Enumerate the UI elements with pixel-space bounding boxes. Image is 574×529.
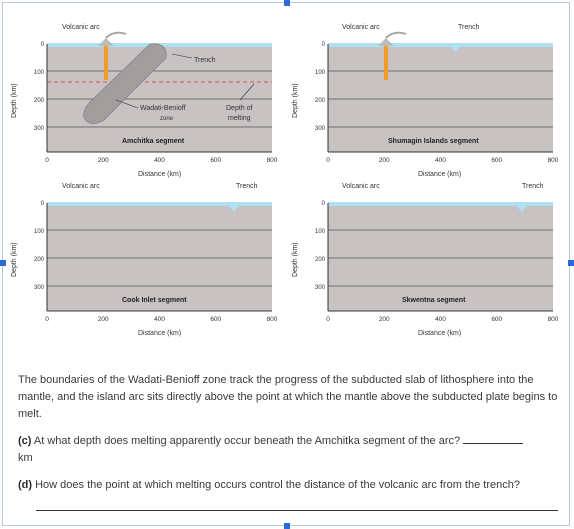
x-tick-label: 0 xyxy=(326,316,330,323)
y-tick-label: 200 xyxy=(34,98,45,104)
x-tick-label: 400 xyxy=(435,157,446,164)
volcanic-arc-label: Volcanic arc xyxy=(62,24,100,31)
x-axis-label: Distance (km) xyxy=(418,330,461,337)
y-tick-label: 300 xyxy=(315,285,326,291)
trench-label: Trench xyxy=(194,57,216,64)
wadati-benioff-label: Wadati-Benioff xyxy=(140,105,186,112)
x-tick-label: 400 xyxy=(435,316,446,323)
segment-title: Shumagin Islands segment xyxy=(388,138,479,145)
resize-handle-right[interactable] xyxy=(568,260,574,266)
y-axis-label: Depth (km) xyxy=(292,242,299,277)
x-tick-label: 600 xyxy=(491,316,502,323)
y-tick-label: 0 xyxy=(41,42,45,48)
x-axis-label: Distance (km) xyxy=(138,330,181,337)
question-c: (c) At what depth does melting apparentl… xyxy=(18,432,563,467)
trench-label: Trench xyxy=(522,183,544,190)
y-tick-label: 100 xyxy=(315,229,326,235)
depth-of-melting-label: Depth of xyxy=(226,105,253,112)
y-axis-label: Depth (km) xyxy=(292,83,299,118)
x-axis-label: Distance (km) xyxy=(138,171,181,178)
segment-title: Skwentna segment xyxy=(402,297,466,304)
question-d-text: How does the point at which melting occu… xyxy=(35,479,520,491)
x-tick-label: 800 xyxy=(548,157,559,164)
x-tick-label: 800 xyxy=(548,316,559,323)
answer-d-line[interactable] xyxy=(36,510,558,511)
x-tick-label: 800 xyxy=(267,316,278,323)
y-tick-label: 300 xyxy=(34,126,45,132)
y-tick-label: 200 xyxy=(315,257,326,263)
x-tick-label: 0 xyxy=(326,157,330,164)
trench-label: Trench xyxy=(236,183,258,190)
question-c-label: (c) xyxy=(18,435,32,447)
y-axis-label: Depth (km) xyxy=(11,83,18,118)
volcanic-arc-label: Volcanic arc xyxy=(342,24,380,31)
y-tick-label: 300 xyxy=(34,285,45,291)
segment-title: Cook Inlet segment xyxy=(122,297,187,304)
tick-labels: 0 100 200 300 0 200 400 600 800 0 100 200 300 0 200 400… xyxy=(34,42,559,323)
depth-of-melting-label-2: melting xyxy=(228,115,251,122)
x-tick-label: 600 xyxy=(491,157,502,164)
x-tick-label: 0 xyxy=(45,157,49,164)
y-tick-label: 100 xyxy=(34,70,45,76)
y-tick-label: 0 xyxy=(322,201,326,207)
x-tick-label: 0 xyxy=(45,316,49,323)
trench-label: Trench xyxy=(458,24,480,31)
x-axis-label: Distance (km) xyxy=(418,171,461,178)
resize-handle-top[interactable] xyxy=(284,0,290,6)
wadati-benioff-label-2: zone xyxy=(160,116,174,122)
y-tick-label: 200 xyxy=(315,98,326,104)
x-tick-label: 400 xyxy=(154,157,165,164)
y-tick-label: 100 xyxy=(34,229,45,235)
y-axis-label: Depth (km) xyxy=(11,242,18,277)
x-tick-label: 200 xyxy=(379,157,390,164)
question-d: (d) How does the point at which melting … xyxy=(18,477,563,494)
question-d-label: (d) xyxy=(18,479,33,491)
explanation-paragraph: The boundaries of the Wadati-Benioff zon… xyxy=(18,374,558,420)
x-tick-label: 200 xyxy=(379,316,390,323)
volcanic-arc-label: Volcanic arc xyxy=(342,183,380,190)
x-tick-label: 400 xyxy=(154,316,165,323)
x-tick-label: 800 xyxy=(267,157,278,164)
resize-handle-left[interactable] xyxy=(0,260,6,266)
question-c-text: At what depth does melting apparently oc… xyxy=(33,435,461,447)
answer-c-unit: km xyxy=(18,452,33,464)
x-tick-label: 600 xyxy=(210,157,221,164)
x-tick-label: 200 xyxy=(98,316,109,323)
y-tick-label: 0 xyxy=(322,42,326,48)
segment-title: Amchitka segment xyxy=(122,138,185,145)
volcanic-arc-label: Volcanic arc xyxy=(62,183,100,190)
answer-c-blank[interactable] xyxy=(463,432,524,444)
x-tick-label: 600 xyxy=(210,316,221,323)
x-tick-label: 200 xyxy=(98,157,109,164)
y-tick-label: 300 xyxy=(315,126,326,132)
y-tick-label: 200 xyxy=(34,257,45,263)
y-tick-label: 0 xyxy=(41,201,45,207)
y-tick-label: 100 xyxy=(315,70,326,76)
resize-handle-bottom[interactable] xyxy=(284,523,290,529)
